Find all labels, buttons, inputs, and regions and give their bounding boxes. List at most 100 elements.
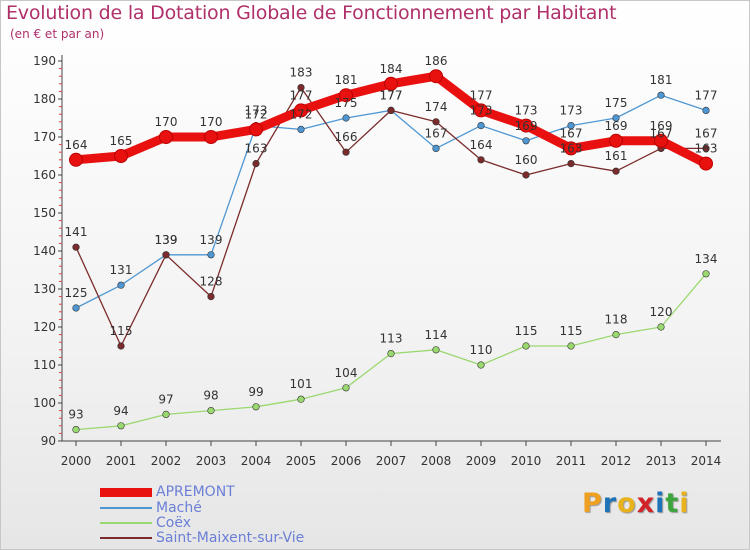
data-label: 181 — [650, 73, 673, 87]
x-tick-label: 2014 — [691, 454, 722, 468]
y-tick-label: 170 — [33, 130, 56, 144]
data-point — [609, 133, 623, 148]
logo-letter: t — [665, 488, 680, 519]
data-label: 174 — [425, 100, 448, 114]
legend-label-saint-maixent: Saint-Maixent-sur-Vie — [156, 530, 305, 546]
data-point — [297, 395, 305, 403]
x-tick-label: 2005 — [286, 454, 317, 468]
data-label: 175 — [605, 96, 628, 110]
data-label: 139 — [155, 233, 178, 247]
data-label: 99 — [248, 385, 263, 399]
y-tick-label: 180 — [33, 92, 56, 106]
data-label: 161 — [605, 149, 628, 163]
data-point — [249, 122, 263, 137]
data-label: 113 — [380, 332, 403, 346]
data-point — [72, 426, 80, 434]
x-tick-label: 2008 — [421, 454, 452, 468]
data-label: 173 — [470, 104, 493, 118]
data-label: 177 — [695, 88, 718, 102]
logo-letter: r — [602, 488, 618, 519]
data-point — [612, 167, 620, 175]
legend-swatch-coex — [100, 522, 152, 524]
x-tick-label: 2003 — [196, 454, 227, 468]
data-label: 115 — [515, 324, 538, 338]
data-label: 169 — [605, 119, 628, 133]
data-label: 134 — [695, 252, 718, 266]
proxiti-logo: Proxiti — [582, 488, 690, 519]
data-label: 139 — [200, 233, 223, 247]
data-label: 181 — [335, 73, 358, 87]
data-label: 166 — [335, 130, 358, 144]
data-point — [69, 152, 83, 167]
x-tick-label: 2000 — [61, 454, 92, 468]
data-label: 131 — [110, 263, 133, 277]
data-point — [342, 148, 350, 156]
data-label: 98 — [203, 389, 218, 403]
y-tick-label: 120 — [33, 320, 56, 334]
data-label: 169 — [515, 119, 538, 133]
data-point — [657, 91, 665, 99]
data-point — [252, 160, 260, 168]
y-tick-label: 100 — [33, 396, 56, 410]
data-label: 167 — [560, 126, 583, 140]
data-point — [207, 407, 215, 415]
data-point — [657, 323, 665, 331]
data-label: 114 — [425, 328, 448, 342]
data-point — [477, 121, 485, 130]
data-point — [567, 160, 575, 168]
y-tick-label: 140 — [33, 244, 56, 258]
data-label: 183 — [290, 66, 313, 80]
data-label: 160 — [515, 153, 538, 167]
data-point — [522, 171, 530, 179]
data-point — [117, 422, 125, 430]
data-point — [699, 156, 713, 171]
data-label: 173 — [245, 104, 268, 118]
data-point — [564, 141, 578, 156]
data-point — [159, 130, 173, 144]
data-point — [72, 243, 80, 251]
y-tick-label: 160 — [33, 168, 56, 182]
data-label: 165 — [110, 134, 133, 148]
data-label: 110 — [470, 343, 493, 357]
data-point — [429, 69, 443, 84]
data-label: 120 — [650, 305, 673, 319]
x-tick-label: 2004 — [241, 454, 272, 468]
data-point — [387, 106, 395, 114]
data-label: 173 — [515, 104, 538, 118]
logo-letter: i — [679, 488, 690, 519]
data-label: 115 — [560, 324, 583, 338]
data-label: 173 — [560, 104, 583, 118]
data-label: 118 — [605, 313, 628, 327]
data-label: 177 — [290, 88, 313, 102]
data-point — [702, 144, 710, 152]
data-point — [204, 130, 218, 144]
data-label: 164 — [470, 138, 493, 152]
data-point — [477, 361, 485, 369]
data-point — [612, 114, 620, 122]
x-tick-label: 2006 — [331, 454, 362, 468]
data-point — [117, 342, 125, 350]
data-point — [252, 403, 260, 411]
logo-letter: i — [655, 488, 666, 519]
data-point — [342, 114, 350, 122]
y-tick-label: 130 — [33, 282, 56, 296]
y-tick-label: 190 — [33, 54, 56, 68]
data-point — [339, 88, 353, 103]
data-label: 177 — [470, 88, 493, 102]
chart-title: Evolution de la Dotation Globale de Fonc… — [6, 2, 617, 24]
data-label: 186 — [425, 54, 448, 68]
data-point — [522, 342, 530, 350]
data-point — [702, 106, 710, 114]
data-label: 104 — [335, 366, 358, 380]
chart-subtitle: (en € et par an) — [10, 27, 105, 41]
x-tick-label: 2009 — [466, 454, 497, 468]
data-label: 128 — [200, 275, 223, 289]
data-label: 177 — [380, 88, 403, 102]
legend-label-coex: Coëx — [156, 515, 191, 531]
legend-label-apremont: APREMONT — [156, 484, 235, 500]
data-point — [384, 76, 398, 91]
data-label: 163 — [695, 142, 718, 156]
data-point — [207, 251, 215, 259]
data-point — [432, 144, 440, 152]
